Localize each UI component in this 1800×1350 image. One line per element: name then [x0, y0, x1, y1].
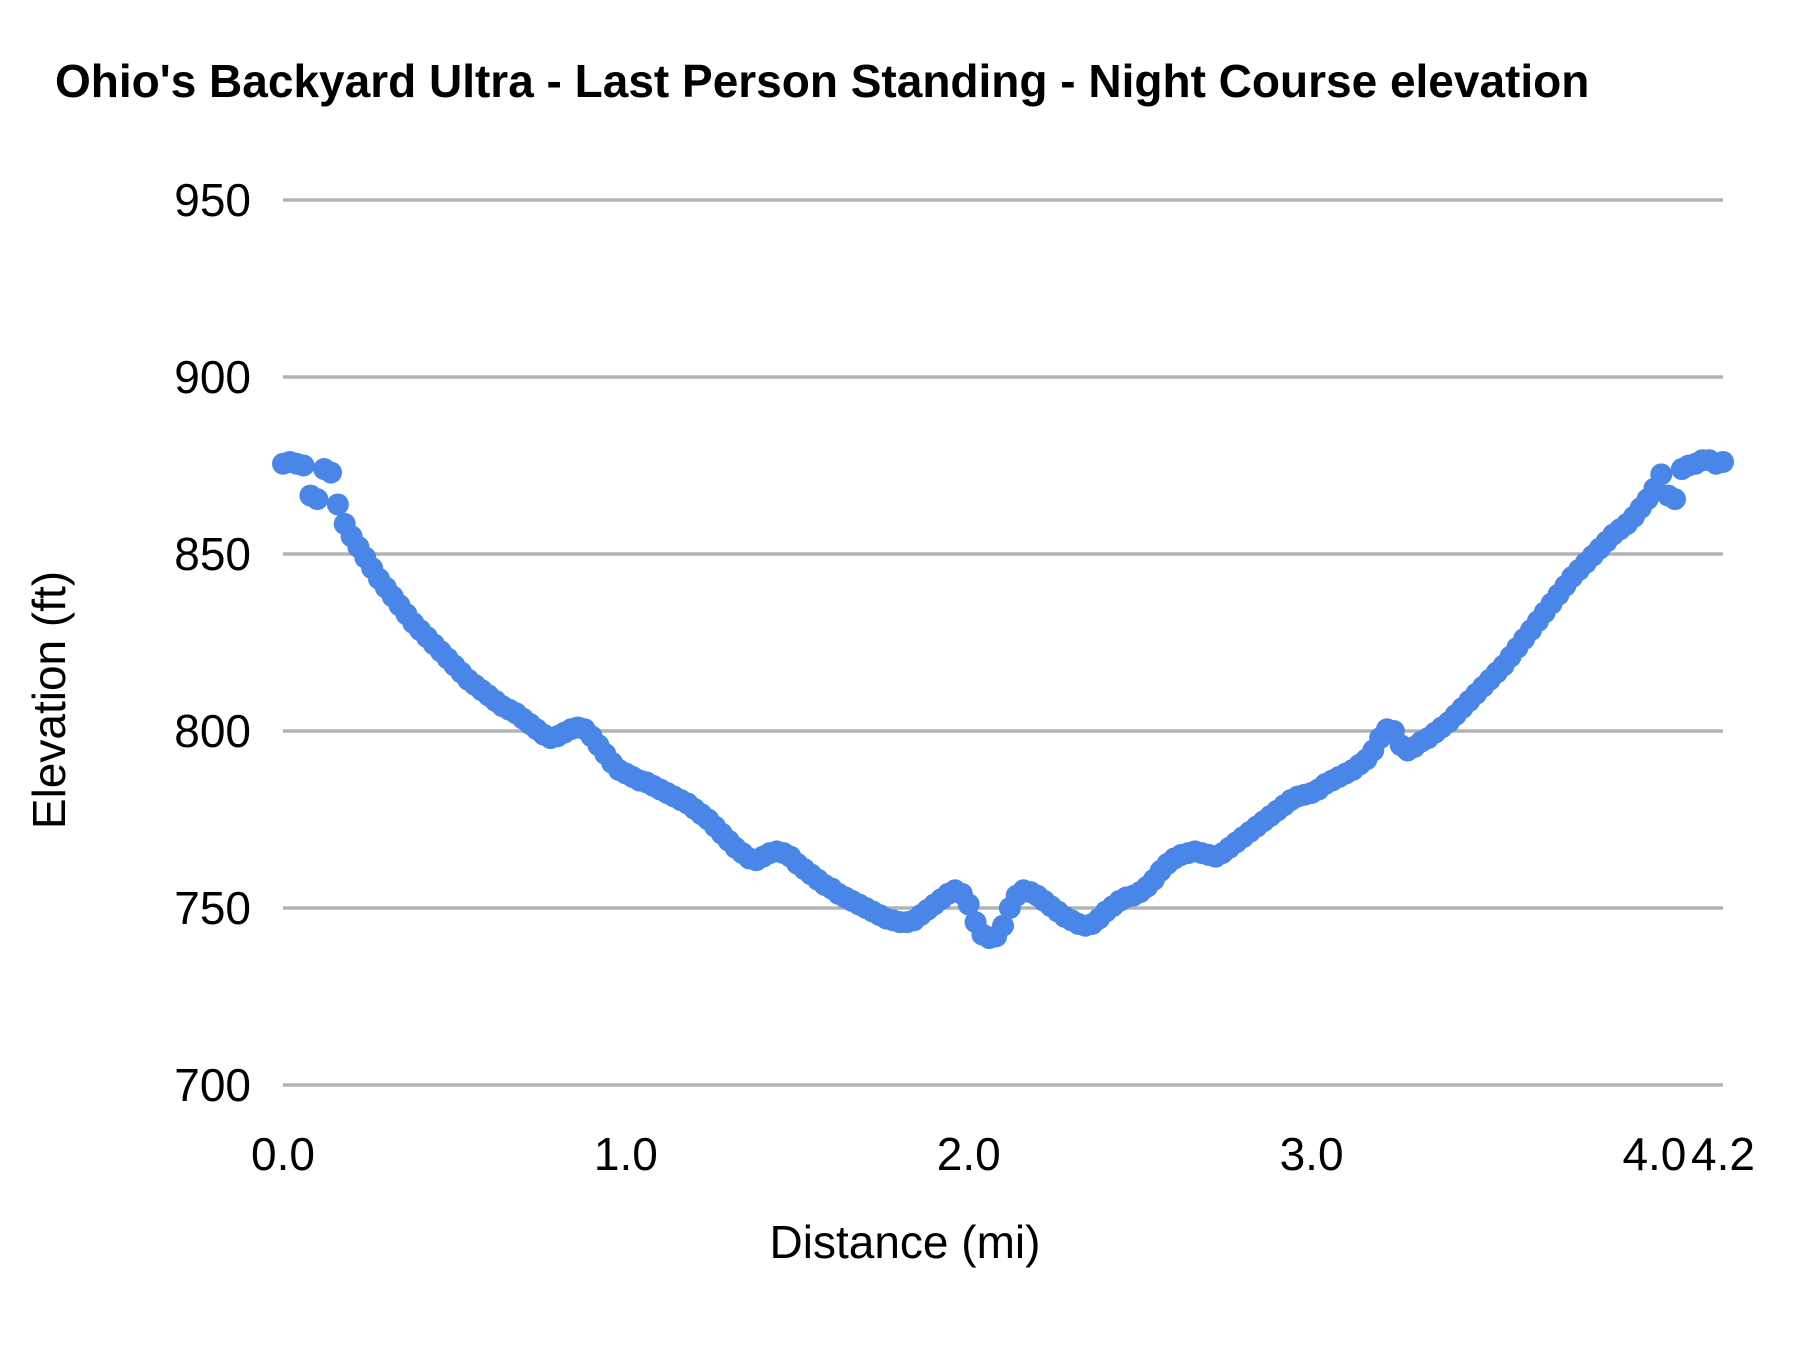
data-point — [320, 461, 342, 484]
data-point — [326, 493, 349, 516]
data-point — [957, 893, 980, 916]
y-tick-label-700: 700 — [174, 1059, 251, 1111]
x-tick-label-1.0: 1.0 — [594, 1128, 658, 1180]
x-tick-label-3.0: 3.0 — [1280, 1128, 1344, 1180]
gridlines — [283, 198, 1723, 1087]
chart-title: Ohio's Backyard Ultra - Last Person Stan… — [55, 55, 1589, 107]
y-tick-label-950: 950 — [174, 174, 251, 226]
x-tick-label-0.0: 0.0 — [251, 1128, 315, 1180]
y-tick-label-900: 900 — [174, 351, 251, 403]
y-axis-tick-labels: 950 900 850 800 750 700 — [174, 174, 251, 1111]
data-point — [1650, 463, 1673, 486]
data-point — [306, 488, 329, 511]
x-tick-label-2.0: 2.0 — [937, 1128, 1001, 1180]
x-axis-tick-labels: 0.0 1.0 2.0 3.0 4.0 4.2 — [251, 1128, 1755, 1180]
y-tick-label-800: 800 — [174, 705, 251, 757]
data-point — [992, 914, 1014, 937]
data-point — [292, 454, 315, 477]
y-tick-label-750: 750 — [174, 882, 251, 934]
x-tick-label-4.2: 4.2 — [1691, 1128, 1755, 1180]
y-axis-title: Elevation (ft) — [23, 571, 75, 829]
y-tick-label-850: 850 — [174, 528, 251, 580]
x-tick-label-4.0: 4.0 — [1622, 1128, 1686, 1180]
data-point — [1712, 450, 1734, 473]
data-point — [1664, 488, 1686, 511]
x-axis-title: Distance (mi) — [770, 1216, 1041, 1268]
data-series — [272, 449, 1734, 950]
